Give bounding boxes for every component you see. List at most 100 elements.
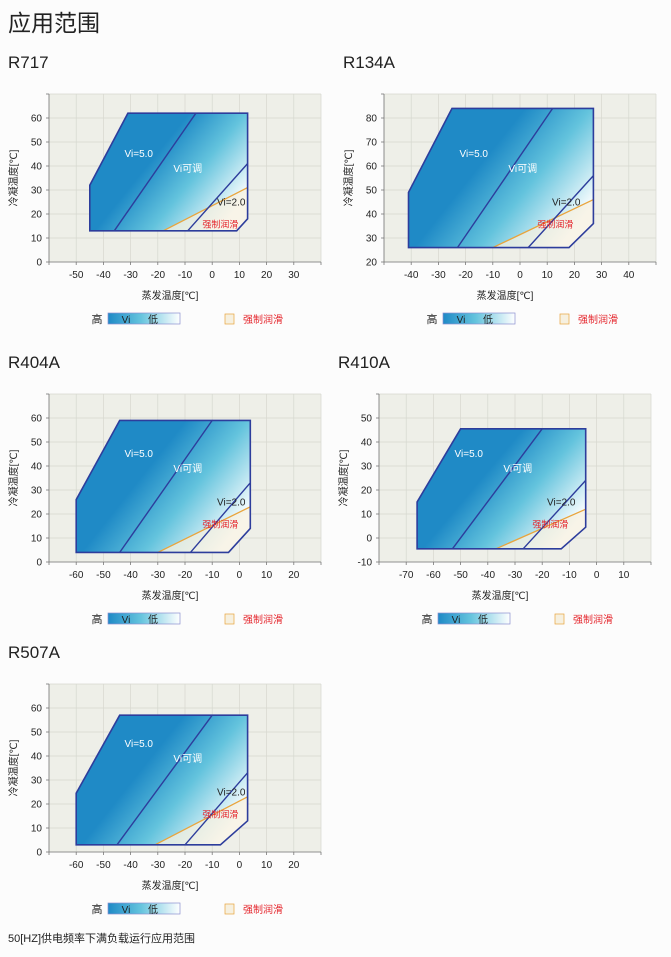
y-tick-label: 10 (31, 534, 43, 545)
y-tick-label: 60 (366, 162, 378, 173)
x-tick-label: -30 (151, 570, 166, 581)
legend-vi-gradient (107, 612, 181, 625)
envelope-outline (89, 112, 249, 232)
y-tick-label: 40 (366, 210, 378, 221)
x-tick-label: -40 (123, 860, 138, 871)
x-tick-label: -10 (205, 570, 220, 581)
y-tick-label: 70 (366, 138, 378, 149)
y-tick-label: 0 (36, 558, 42, 569)
x-tick-label: 30 (596, 270, 608, 281)
y-tick-label: 30 (361, 462, 373, 473)
legend-low-label: 低 (148, 313, 158, 326)
vi-2-boundary-line (184, 772, 249, 846)
vi-2-boundary-line (187, 163, 249, 232)
chart-svg: Vi=5.0 Vi可调 Vi=2.0 强制润滑 -60 -50 -40 -30 -20 -10 0 1… (7, 393, 322, 626)
legend-vi-gradient (107, 312, 181, 325)
lubrication-boundary-line (492, 199, 594, 249)
legend-lube-swatch (559, 313, 570, 325)
y-tick-label: 80 (366, 114, 378, 125)
x-tick-label: -50 (96, 570, 111, 581)
vi-5-label: Vi=5.0 (125, 449, 154, 460)
x-tick-label: 10 (542, 270, 554, 281)
y-axis-label: 冷凝温度[℃] (7, 739, 20, 796)
x-tick-label: 0 (517, 270, 523, 281)
x-tick-label: -10 (562, 570, 577, 581)
forced-lubrication-label: 强制润滑 (202, 518, 238, 529)
chart-svg: Vi=5.0 Vi可调 Vi=2.0 强制润滑 -50 -40 -30 -20 -10 0 10 20… (7, 93, 322, 326)
y-tick-label: 40 (361, 438, 373, 449)
x-tick-label: 0 (594, 570, 600, 581)
operating-envelope (408, 108, 594, 248)
envelope-outline (75, 419, 252, 554)
x-tick-label: 20 (288, 860, 300, 871)
chart-r507a: R507A Vi=5.0 Vi可调 Vi=2.0 强制润滑 -60 -50 -40 -30 -2… (0, 640, 336, 930)
legend-high-label: 高 (92, 612, 103, 626)
vi-adjustable-label: Vi可调 (173, 753, 202, 765)
chart-svg: Vi=5.0 Vi可调 Vi=2.0 强制润滑 -40 -30 -20 -10 0 10 20 30 4… (342, 93, 657, 326)
page-title: 应用范围 (8, 10, 100, 36)
x-axis-label: 蒸发温度[℃] (142, 289, 199, 302)
x-tick-label: -40 (404, 270, 419, 281)
y-tick-label: 30 (366, 234, 378, 245)
operating-envelope (417, 428, 586, 549)
legend-high-label: 高 (92, 312, 103, 326)
legend-lube-swatch (224, 903, 235, 915)
y-axis-label: 冷凝温度[℃] (337, 449, 350, 506)
y-tick-label: 50 (31, 438, 43, 449)
legend-low-label: 低 (148, 903, 158, 916)
x-tick-label: -60 (69, 570, 84, 581)
legend-lube-swatch (554, 613, 565, 625)
chart-r717: R717 Vi=5.0 Vi可调 Vi=2.0 强制润滑 -50 -40 -30 -20 -10… (0, 50, 336, 340)
x-axis-label: 蒸发温度[℃] (477, 289, 534, 302)
chart-title: R410A (338, 353, 390, 372)
x-tick-label: 10 (234, 270, 246, 281)
x-tick-label: -20 (458, 270, 473, 281)
forced-lubrication-label: 强制润滑 (537, 218, 573, 229)
x-tick-label: 40 (623, 270, 635, 281)
footer-caption: 50[HZ]供电频率下满负载运行应用范围 (8, 933, 196, 945)
envelope-outline (416, 428, 587, 550)
legend-low-label: 低 (148, 613, 158, 626)
legend-high-label: 高 (427, 312, 438, 326)
legend-lube-label: 强制润滑 (578, 313, 618, 326)
y-tick-label: 20 (31, 510, 43, 521)
lubrication-boundary-line (154, 796, 248, 846)
legend-vi-gradient (437, 612, 511, 625)
x-tick-label: -50 (96, 860, 111, 871)
x-tick-label: 10 (618, 570, 630, 581)
chart-title: R507A (8, 643, 60, 662)
chart-r134a: R134A Vi=5.0 Vi可调 Vi=2.0 强制润滑 -40 -30 -20 -10 0 1… (335, 50, 671, 340)
y-tick-label: 60 (31, 114, 43, 125)
y-axis-label: 冷凝温度[℃] (7, 149, 20, 206)
vi-2-label: Vi=2.0 (552, 198, 581, 209)
vi-2-boundary-line (189, 482, 251, 553)
lubrication-boundary-line (157, 506, 251, 553)
legend-lube-label: 强制润滑 (243, 903, 283, 916)
vi-5-label: Vi=5.0 (460, 149, 489, 160)
vi-5-label: Vi=5.0 (455, 449, 484, 460)
x-tick-label: 20 (569, 270, 581, 281)
operating-envelope (76, 420, 251, 553)
x-tick-label: -40 (481, 570, 496, 581)
vi-2-label: Vi=2.0 (217, 498, 246, 509)
y-axis-label: 冷凝温度[℃] (7, 449, 20, 506)
legend-high-label: 高 (92, 902, 103, 916)
y-tick-label: 50 (31, 138, 43, 149)
x-tick-label: -30 (151, 860, 166, 871)
chart-svg: Vi=5.0 Vi可调 Vi=2.0 强制润滑 -60 -50 -40 -30 -20 -10 0 1… (7, 683, 322, 916)
vi-5-label: Vi=5.0 (125, 739, 154, 750)
x-tick-label: 20 (261, 270, 273, 281)
legend-vi-label: Vi (457, 315, 466, 326)
legend-lube-label: 强制润滑 (243, 313, 283, 326)
chart-title: R134A (343, 53, 395, 72)
x-tick-label: -10 (205, 860, 220, 871)
operating-envelope (89, 113, 248, 231)
y-axis-label: 冷凝温度[℃] (342, 149, 355, 206)
x-tick-label: -60 (69, 860, 84, 871)
y-tick-label: 0 (36, 258, 42, 269)
x-tick-label: -30 (508, 570, 523, 581)
y-tick-label: 50 (361, 414, 373, 425)
legend-vi-label: Vi (122, 615, 131, 626)
legend-low-label: 低 (483, 313, 493, 326)
x-axis-label: 蒸发温度[℃] (472, 589, 529, 602)
